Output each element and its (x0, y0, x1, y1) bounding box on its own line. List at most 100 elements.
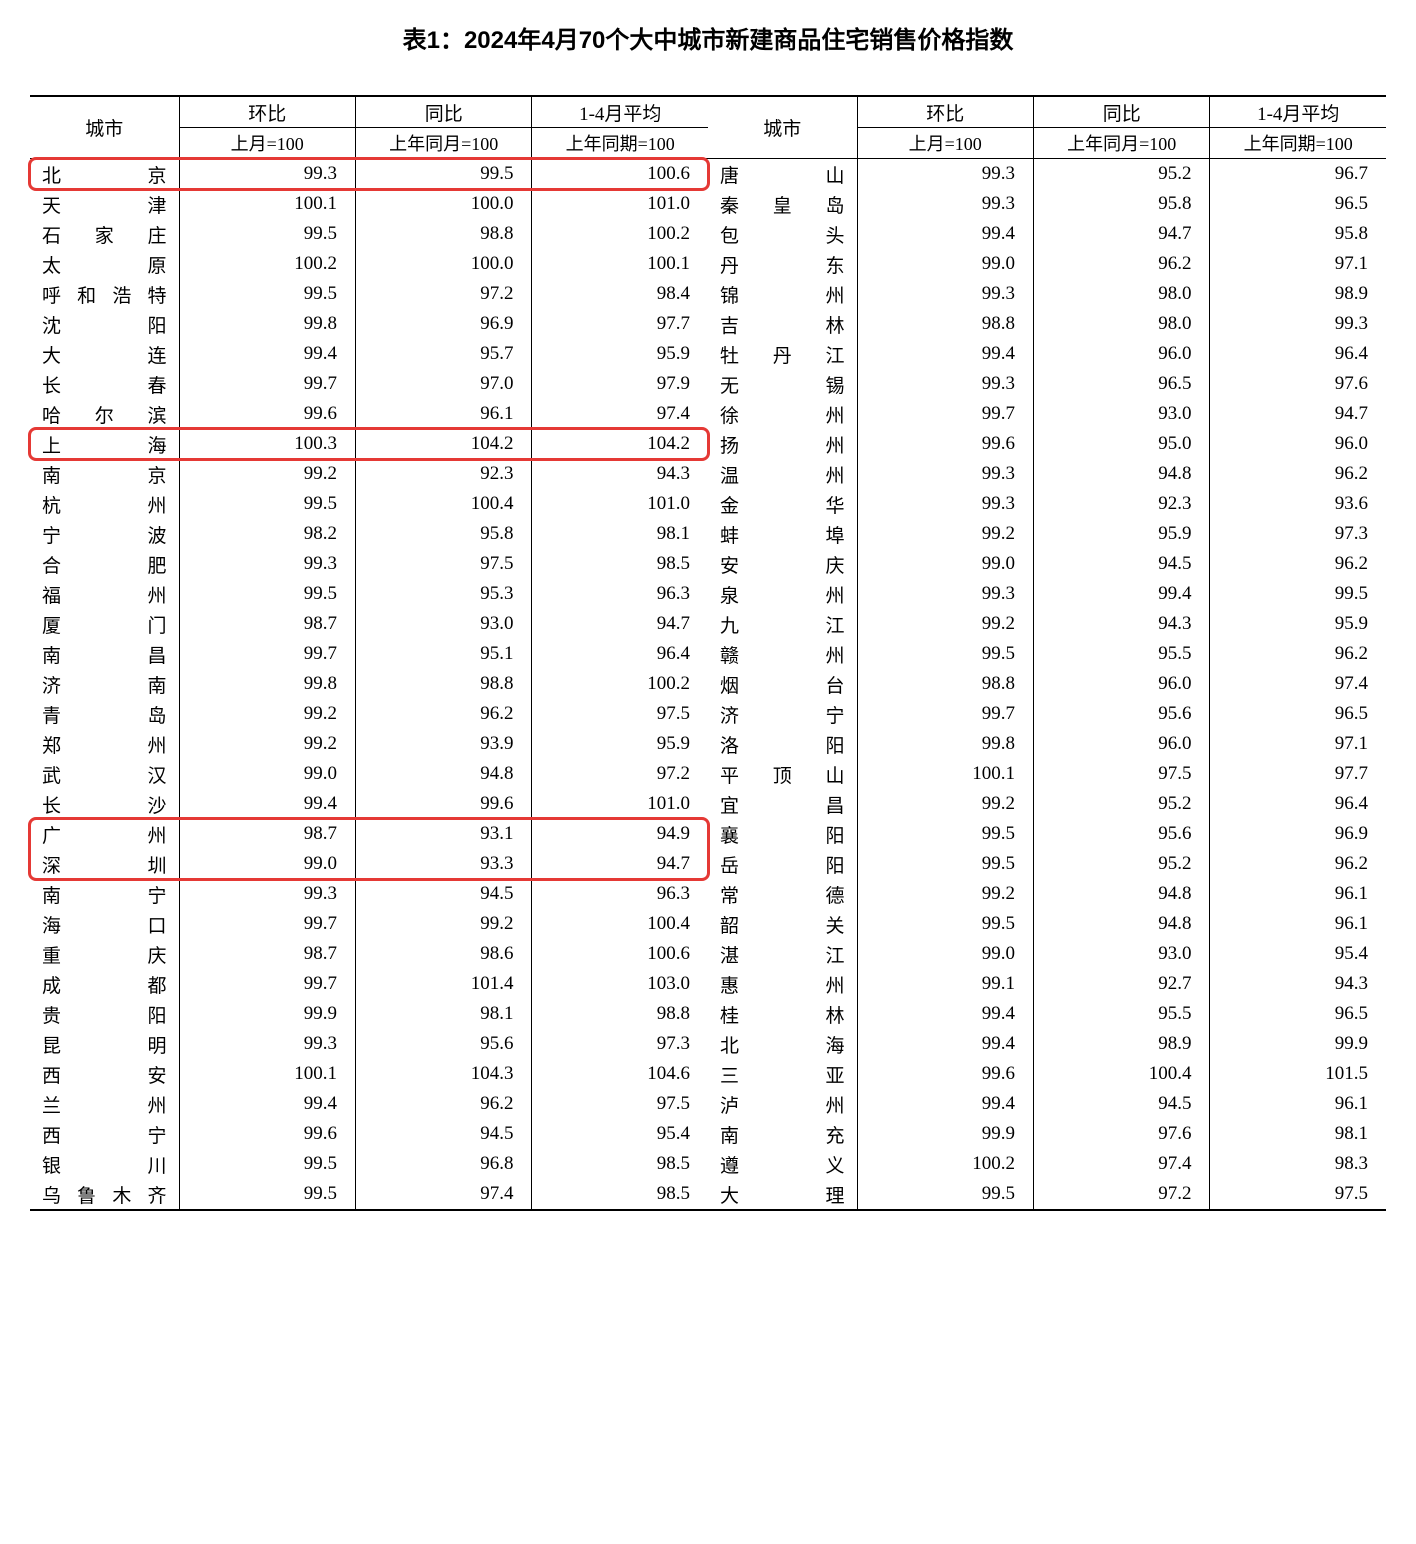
value-mom: 99.8 (179, 669, 355, 699)
value-avg: 98.5 (532, 1149, 708, 1179)
value-avg: 94.3 (532, 459, 708, 489)
value-yoy: 94.5 (355, 879, 531, 909)
value-mom: 99.4 (857, 1089, 1033, 1119)
table-row: 福州99.595.396.3 (30, 579, 708, 609)
value-yoy: 98.8 (355, 219, 531, 249)
table-row: 韶关99.594.896.1 (708, 909, 1386, 939)
value-yoy: 94.7 (1033, 219, 1209, 249)
city-name: 济宁 (708, 699, 857, 729)
table-row: 桂林99.495.596.5 (708, 999, 1386, 1029)
table-row: 广州98.793.194.9 (30, 819, 708, 849)
value-avg: 96.2 (1210, 549, 1386, 579)
value-avg: 98.8 (532, 999, 708, 1029)
value-yoy: 97.5 (355, 549, 531, 579)
value-avg: 97.5 (1210, 1179, 1386, 1209)
value-avg: 96.1 (1210, 879, 1386, 909)
value-mom: 99.5 (179, 579, 355, 609)
value-yoy: 95.5 (1033, 639, 1209, 669)
table-row: 深圳99.093.394.7 (30, 849, 708, 879)
value-yoy: 98.8 (355, 669, 531, 699)
value-mom: 99.7 (179, 369, 355, 399)
table-row: 洛阳99.896.097.1 (708, 729, 1386, 759)
table-row: 常德99.294.896.1 (708, 879, 1386, 909)
col-subheader-yoy_sub: 上年同月=100 (1033, 128, 1209, 159)
value-mom: 99.3 (857, 369, 1033, 399)
value-yoy: 96.2 (1033, 249, 1209, 279)
col-subheader-mom_sub: 上月=100 (857, 128, 1033, 159)
value-mom: 99.8 (857, 729, 1033, 759)
city-name: 唐山 (708, 159, 857, 190)
col-subheader-avg_sub: 上年同期=100 (1210, 128, 1386, 159)
city-name: 青岛 (30, 699, 179, 729)
table-row: 济宁99.795.696.5 (708, 699, 1386, 729)
value-mom: 99.0 (179, 849, 355, 879)
city-name: 海口 (30, 909, 179, 939)
table-row: 青岛99.296.297.5 (30, 699, 708, 729)
value-avg: 101.5 (1210, 1059, 1386, 1089)
value-yoy: 98.9 (1033, 1029, 1209, 1059)
col-header-mom: 环比 (857, 97, 1033, 128)
value-yoy: 92.7 (1033, 969, 1209, 999)
value-mom: 99.5 (179, 489, 355, 519)
city-name: 泉州 (708, 579, 857, 609)
city-name: 大理 (708, 1179, 857, 1209)
value-mom: 99.4 (857, 339, 1033, 369)
value-mom: 99.0 (857, 939, 1033, 969)
table-row: 上海100.3104.2104.2 (30, 429, 708, 459)
city-name: 吉林 (708, 309, 857, 339)
table-row: 重庆98.798.6100.6 (30, 939, 708, 969)
table-row: 吉林98.898.099.3 (708, 309, 1386, 339)
value-avg: 97.1 (1210, 729, 1386, 759)
city-name: 烟台 (708, 669, 857, 699)
value-avg: 99.5 (1210, 579, 1386, 609)
table-row: 唐山99.395.296.7 (708, 159, 1386, 190)
value-yoy: 99.2 (355, 909, 531, 939)
city-name: 赣州 (708, 639, 857, 669)
value-yoy: 96.2 (355, 1089, 531, 1119)
value-yoy: 95.8 (355, 519, 531, 549)
value-mom: 98.7 (179, 939, 355, 969)
table-row: 银川99.596.898.5 (30, 1149, 708, 1179)
value-avg: 97.3 (532, 1029, 708, 1059)
value-avg: 104.2 (532, 429, 708, 459)
value-avg: 95.9 (532, 339, 708, 369)
city-name: 西宁 (30, 1119, 179, 1149)
value-yoy: 95.5 (1033, 999, 1209, 1029)
col-header-city: 城市 (30, 97, 179, 159)
city-name: 兰州 (30, 1089, 179, 1119)
value-yoy: 94.5 (1033, 1089, 1209, 1119)
city-name: 郑州 (30, 729, 179, 759)
value-mom: 99.0 (857, 249, 1033, 279)
col-subheader-mom_sub: 上月=100 (179, 128, 355, 159)
table-row: 包头99.494.795.8 (708, 219, 1386, 249)
value-avg: 103.0 (532, 969, 708, 999)
col-subheader-avg_sub: 上年同期=100 (532, 128, 708, 159)
value-yoy: 97.4 (355, 1179, 531, 1209)
value-mom: 99.7 (179, 969, 355, 999)
table-row: 太原100.2100.0100.1 (30, 249, 708, 279)
value-yoy: 95.6 (1033, 699, 1209, 729)
value-avg: 100.4 (532, 909, 708, 939)
table-row: 九江99.294.395.9 (708, 609, 1386, 639)
price-index-table: 城市环比同比1-4月平均上月=100上年同月=100上年同期=100北京99.3… (30, 95, 1386, 1211)
table-row: 西安100.1104.3104.6 (30, 1059, 708, 1089)
value-yoy: 95.6 (1033, 819, 1209, 849)
value-yoy: 98.1 (355, 999, 531, 1029)
value-yoy: 94.3 (1033, 609, 1209, 639)
value-yoy: 95.6 (355, 1029, 531, 1059)
table-row: 秦皇岛99.395.896.5 (708, 189, 1386, 219)
col-header-yoy: 同比 (355, 97, 531, 128)
value-avg: 101.0 (532, 789, 708, 819)
table-row: 安庆99.094.596.2 (708, 549, 1386, 579)
col-header-yoy: 同比 (1033, 97, 1209, 128)
value-avg: 101.0 (532, 189, 708, 219)
table-row: 哈尔滨99.696.197.4 (30, 399, 708, 429)
city-name: 太原 (30, 249, 179, 279)
value-yoy: 93.0 (1033, 399, 1209, 429)
table-row: 厦门98.793.094.7 (30, 609, 708, 639)
value-mom: 99.2 (857, 609, 1033, 639)
city-name: 桂林 (708, 999, 857, 1029)
value-avg: 98.4 (532, 279, 708, 309)
city-name: 金华 (708, 489, 857, 519)
table-row: 襄阳99.595.696.9 (708, 819, 1386, 849)
